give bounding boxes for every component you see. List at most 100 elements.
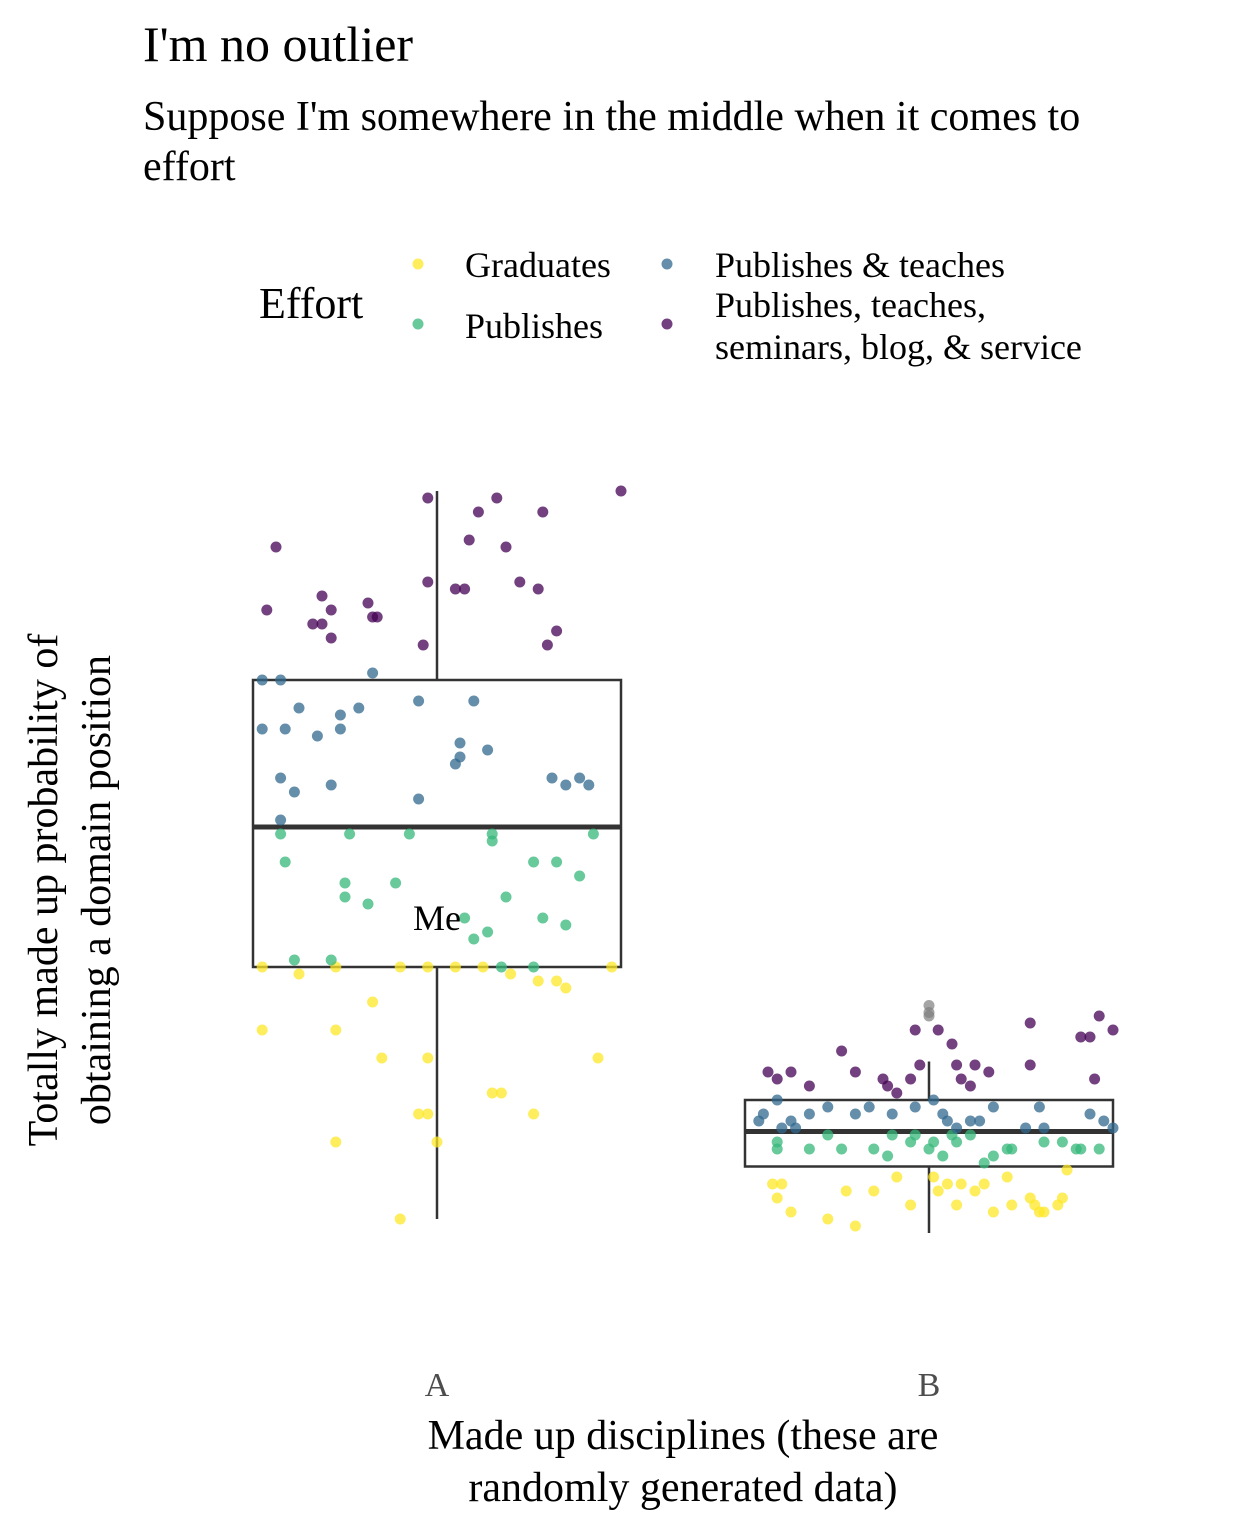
data-point [339, 891, 351, 903]
data-point [307, 618, 319, 630]
data-point [1061, 1164, 1073, 1176]
data-point [964, 1115, 976, 1127]
data-point [495, 961, 507, 973]
y-axis-title: Totally made up probability of obtaining … [21, 634, 120, 1147]
legend-key [661, 258, 673, 270]
y-axis-title-line: Totally made up probability of [21, 634, 67, 1147]
data-point [955, 1178, 967, 1190]
data-point [541, 639, 553, 651]
x-tick-label: A [425, 1367, 450, 1404]
data-point [849, 1220, 861, 1232]
data-point [771, 1094, 783, 1106]
data-point [776, 1122, 788, 1134]
data-point [528, 961, 540, 973]
data-point [1107, 1024, 1119, 1036]
data-point [431, 1136, 443, 1148]
data-point [863, 1101, 875, 1113]
data-point [353, 702, 365, 714]
data-point [325, 779, 337, 791]
data-point [275, 814, 287, 826]
data-point [417, 639, 429, 651]
data-point [367, 996, 379, 1008]
data-point [495, 1087, 507, 1099]
data-point [362, 898, 374, 910]
data-point [1006, 1143, 1018, 1155]
data-point [905, 1073, 917, 1085]
box-outlier [923, 1000, 935, 1011]
data-point [941, 1178, 953, 1190]
data-point [983, 1066, 995, 1078]
series-A [256, 667, 595, 826]
data-point [1107, 1122, 1119, 1134]
data-point [1093, 1010, 1105, 1022]
data-point [422, 492, 434, 504]
data-point [279, 723, 291, 735]
data-point [486, 835, 498, 847]
data-point [390, 877, 402, 889]
data-point [459, 583, 471, 595]
data-point [560, 779, 572, 791]
data-point [413, 793, 425, 805]
data-point [362, 597, 374, 609]
data-point [909, 1024, 921, 1036]
data-point [592, 1052, 604, 1064]
data-point [270, 541, 282, 553]
data-point [955, 1073, 967, 1085]
data-point [279, 856, 291, 868]
data-point [468, 933, 480, 945]
data-point [325, 604, 337, 616]
data-point [606, 961, 618, 973]
data-point [909, 1101, 921, 1113]
data-point [1056, 1136, 1068, 1148]
data-point [1020, 1122, 1032, 1134]
data-point [463, 534, 475, 546]
legend-entry: Publishes [412, 306, 603, 346]
data-point [482, 744, 494, 756]
data-point [937, 1150, 949, 1162]
legend-key [412, 258, 424, 270]
data-point [472, 506, 484, 518]
data-point [951, 1199, 963, 1211]
data-point [951, 1136, 963, 1148]
legend-entry: Publishes & teaches [661, 245, 1005, 285]
data-point [574, 772, 586, 784]
data-point [1038, 1136, 1050, 1148]
data-point [928, 1171, 940, 1183]
data-point [1006, 1199, 1018, 1211]
boxplot-A [251, 491, 623, 1219]
y-axis-title-line: obtaining a domain position [74, 655, 120, 1125]
data-point [532, 975, 544, 987]
data-point [486, 1087, 498, 1099]
data-point [413, 695, 425, 707]
legend-entry: Publishes, teaches, seminars, blog, & ser… [661, 285, 1082, 367]
data-point [974, 1115, 986, 1127]
x-axis-title-line: Made up disciplines (these are [428, 1413, 939, 1459]
annotation-me: Me [413, 898, 461, 938]
data-point [449, 961, 461, 973]
data-point [1084, 1031, 1096, 1043]
data-point [288, 786, 300, 798]
series-A [261, 485, 627, 651]
data-point [803, 1080, 815, 1092]
data-point [256, 961, 268, 973]
data-point [528, 1108, 540, 1120]
data-point [551, 856, 563, 868]
data-point [771, 1143, 783, 1155]
data-point [468, 695, 480, 707]
jitter-points [256, 485, 1119, 1232]
data-point [500, 541, 512, 553]
data-point [914, 1059, 926, 1071]
data-point [840, 1185, 852, 1197]
data-point [978, 1178, 990, 1190]
data-point [978, 1157, 990, 1169]
data-point [422, 961, 434, 973]
data-point [928, 1094, 940, 1106]
data-point [1089, 1073, 1101, 1085]
legend-label: Publishes [465, 306, 603, 346]
data-point [275, 674, 287, 686]
data-point [587, 828, 599, 840]
data-point [1098, 1115, 1110, 1127]
data-point [1075, 1143, 1087, 1155]
series-B [771, 1129, 1105, 1169]
data-point [1084, 1108, 1096, 1120]
